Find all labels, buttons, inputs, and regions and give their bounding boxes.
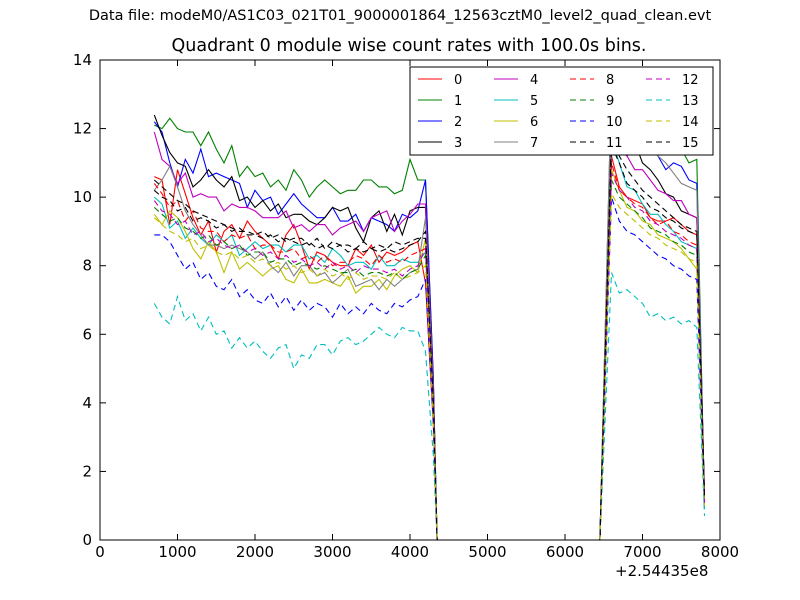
y-tick-label: 4 [82,394,92,412]
x-tick-label: 0 [95,543,105,561]
legend-label-3: 3 [454,136,462,151]
x-tick-label: 2000 [236,543,274,561]
x-tick-label: 7000 [623,543,661,561]
legend-label-6: 6 [530,115,538,130]
legend-label-2: 2 [454,115,462,130]
y-tick-label: 10 [73,188,92,206]
x-axis-offset-label: +2.54435e8 [615,562,709,580]
x-tick-label: 4000 [391,543,429,561]
series-line-4 [153,121,706,541]
x-tick-label: 1000 [158,543,196,561]
legend-label-14: 14 [682,115,699,130]
series-line-8 [153,162,706,541]
series-line-10 [154,196,706,541]
legend-label-11: 11 [606,136,623,151]
x-tick-label: 5000 [468,543,506,561]
legend-label-13: 13 [682,94,699,109]
legend-label-15: 15 [682,136,699,151]
legend-label-4: 4 [530,73,538,88]
legend-label-0: 0 [454,73,462,88]
legend-label-5: 5 [530,94,538,109]
legend-label-1: 1 [454,94,462,109]
legend-label-9: 9 [606,94,614,109]
series-line-9 [153,179,706,541]
y-tick-label: 6 [82,325,92,343]
series-line-5 [153,138,706,541]
series-line-6 [153,169,706,541]
y-tick-label: 8 [82,257,92,275]
y-tick-label: 2 [82,462,92,480]
series-line-12 [153,172,706,541]
x-tick-label: 3000 [313,543,351,561]
series-line-14 [153,191,706,541]
legend-label-7: 7 [530,136,538,151]
chart-title: Quadrant 0 module wise count rates with … [171,36,647,56]
y-tick-label: 14 [73,51,92,69]
y-tick-label: 0 [82,531,92,549]
legend-label-12: 12 [682,73,699,88]
legend-box [409,66,714,156]
legend-label-8: 8 [606,73,614,88]
legend-label-10: 10 [606,115,623,130]
figure-suptitle: Data file: modeM0/AS1C03_021T01_90000018… [88,8,712,24]
y-tick-label: 12 [73,120,92,138]
x-tick-label: 6000 [546,543,584,561]
x-tick-label: 8000 [701,543,739,561]
